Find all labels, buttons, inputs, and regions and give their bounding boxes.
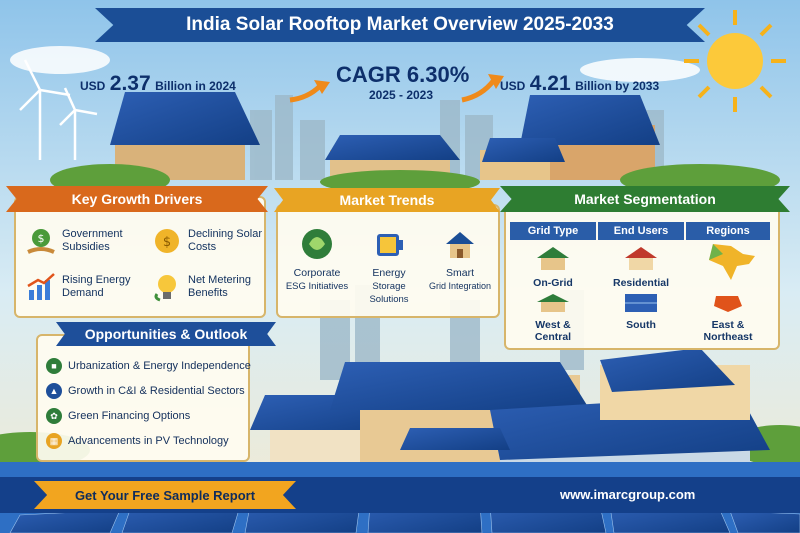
seg-cell: Residential bbox=[598, 244, 684, 289]
market-size-2033: USD 4.21 Billion by 2033 bbox=[500, 72, 659, 96]
start-suffix: Billion in 2024 bbox=[155, 79, 236, 93]
seg-label: South bbox=[626, 319, 656, 331]
start-currency: USD bbox=[80, 79, 106, 93]
top-houses bbox=[110, 92, 660, 185]
bottom-houses bbox=[250, 348, 770, 470]
seg-label: West & Central bbox=[534, 319, 572, 343]
svg-text:$: $ bbox=[163, 235, 171, 250]
india-map-icon bbox=[709, 244, 755, 280]
end-value: 4.21 bbox=[529, 72, 571, 95]
cagr-period: 2025 - 2023 bbox=[368, 88, 434, 102]
segmentation-heading: Market Segmentation bbox=[500, 186, 790, 212]
trend-line2: Grid Integration bbox=[428, 281, 492, 291]
trend-item: Energy Storage Solutions bbox=[352, 226, 426, 306]
solar-panel-icon: ▦ bbox=[46, 433, 62, 449]
arrow-right-icon bbox=[289, 80, 330, 103]
driver-label: Net Metering Benefits bbox=[188, 274, 251, 299]
wind-turbine-icon bbox=[19, 59, 98, 160]
trend-line1: Smart bbox=[445, 267, 474, 279]
battery-icon bbox=[377, 234, 403, 256]
south-icon bbox=[625, 294, 657, 312]
trend-line2: ESG Initiatives bbox=[285, 281, 349, 292]
opportunities-heading: Opportunities & Outlook bbox=[56, 322, 276, 346]
seg-cell: West & Central bbox=[510, 292, 596, 343]
cagr-label: CAGR 6.30% bbox=[336, 62, 470, 87]
seg-column-regions: Regions bbox=[686, 222, 770, 240]
opportunity-label: Growth in C&I & Residential Sectors bbox=[68, 385, 245, 397]
cagr-block: CAGR 6.30% 2025 - 2023 bbox=[336, 62, 470, 102]
page-title: India Solar Rooftop Market Overview 2025… bbox=[95, 8, 705, 42]
driver-label: Declining Solar Costs bbox=[188, 228, 262, 253]
driver-item: $ Government Subsidies bbox=[26, 226, 148, 256]
grid-house-icon bbox=[537, 247, 569, 270]
trend-item: Smart Grid Integration bbox=[426, 226, 494, 293]
opportunity-item: ▲ Growth in C&I & Residential Sectors bbox=[46, 383, 245, 399]
trend-line2: Storage Solutions bbox=[369, 281, 409, 305]
money-hand-icon: $ bbox=[27, 229, 55, 254]
seg-label: East & Northeast bbox=[703, 319, 753, 343]
sun-icon bbox=[684, 10, 786, 112]
arrow-up-right-icon bbox=[461, 74, 504, 103]
city-icon: ■ bbox=[46, 358, 62, 374]
esg-icon bbox=[302, 229, 332, 259]
market-size-2024: USD 2.37 Billion in 2024 bbox=[80, 72, 236, 96]
residential-icon bbox=[625, 247, 657, 270]
seg-cell: East & Northeast bbox=[686, 292, 770, 343]
seg-label: Residential bbox=[612, 277, 670, 289]
trends-heading: Market Trends bbox=[274, 188, 500, 212]
driver-item: $ Declining Solar Costs bbox=[152, 226, 264, 256]
driver-label: Rising Energy Demand bbox=[62, 274, 131, 299]
growth-chart-icon bbox=[27, 273, 55, 300]
seg-cell: On-Grid bbox=[510, 244, 596, 289]
bulb-icon bbox=[154, 275, 176, 302]
opportunity-item: ▦ Advancements in PV Technology bbox=[46, 433, 229, 449]
start-value: 2.37 bbox=[109, 72, 151, 95]
smart-home-icon bbox=[446, 232, 474, 258]
svg-text:$: $ bbox=[38, 232, 45, 245]
coin-icon: $ bbox=[155, 229, 179, 253]
opportunity-item: ✿ Green Financing Options bbox=[46, 408, 190, 424]
opportunity-label: Green Financing Options bbox=[68, 410, 191, 422]
seg-column-end-users: End Users bbox=[598, 222, 684, 240]
trend-line1: Corporate bbox=[293, 267, 341, 279]
opportunity-item: ■ Urbanization & Energy Independence bbox=[46, 358, 251, 374]
leaf-icon: ✿ bbox=[46, 408, 62, 424]
seg-label: On-Grid bbox=[533, 277, 573, 289]
seg-column-grid-type: Grid Type bbox=[510, 222, 596, 240]
trend-item: Corporate ESG Initiatives bbox=[282, 226, 352, 293]
opportunity-label: Advancements in PV Technology bbox=[68, 435, 229, 447]
end-currency: USD bbox=[500, 79, 526, 93]
driver-label: Government Subsidies bbox=[62, 228, 123, 253]
end-suffix: Billion by 2033 bbox=[575, 79, 660, 93]
growth-icon: ▲ bbox=[46, 383, 62, 399]
website-link[interactable]: www.imarcgroup.com bbox=[560, 487, 696, 502]
drivers-heading: Key Growth Drivers bbox=[6, 186, 268, 212]
opportunity-label: Urbanization & Energy Independence bbox=[68, 360, 251, 372]
west-central-icon bbox=[537, 294, 569, 312]
seg-cell: South bbox=[598, 292, 684, 331]
free-sample-report-button[interactable]: Get Your Free Sample Report bbox=[34, 481, 296, 509]
east-northeast-icon bbox=[714, 296, 742, 312]
trend-line1: Energy bbox=[372, 267, 406, 279]
seg-cell bbox=[686, 240, 770, 287]
driver-item: Net Metering Benefits bbox=[152, 272, 264, 302]
driver-item: Rising Energy Demand bbox=[26, 272, 148, 302]
